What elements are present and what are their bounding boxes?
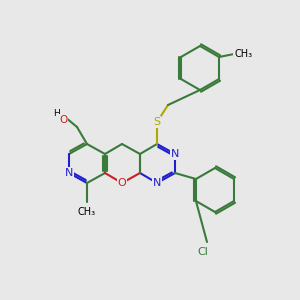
Text: H: H [54, 109, 60, 118]
Text: CH₃: CH₃ [234, 49, 252, 59]
Text: N: N [153, 178, 161, 188]
Text: S: S [153, 117, 161, 127]
Text: O: O [118, 178, 126, 188]
Text: Cl: Cl [198, 247, 208, 257]
Text: N: N [171, 149, 179, 159]
Text: CH₃: CH₃ [78, 207, 96, 217]
Text: N: N [65, 168, 73, 178]
Text: O: O [59, 115, 67, 125]
